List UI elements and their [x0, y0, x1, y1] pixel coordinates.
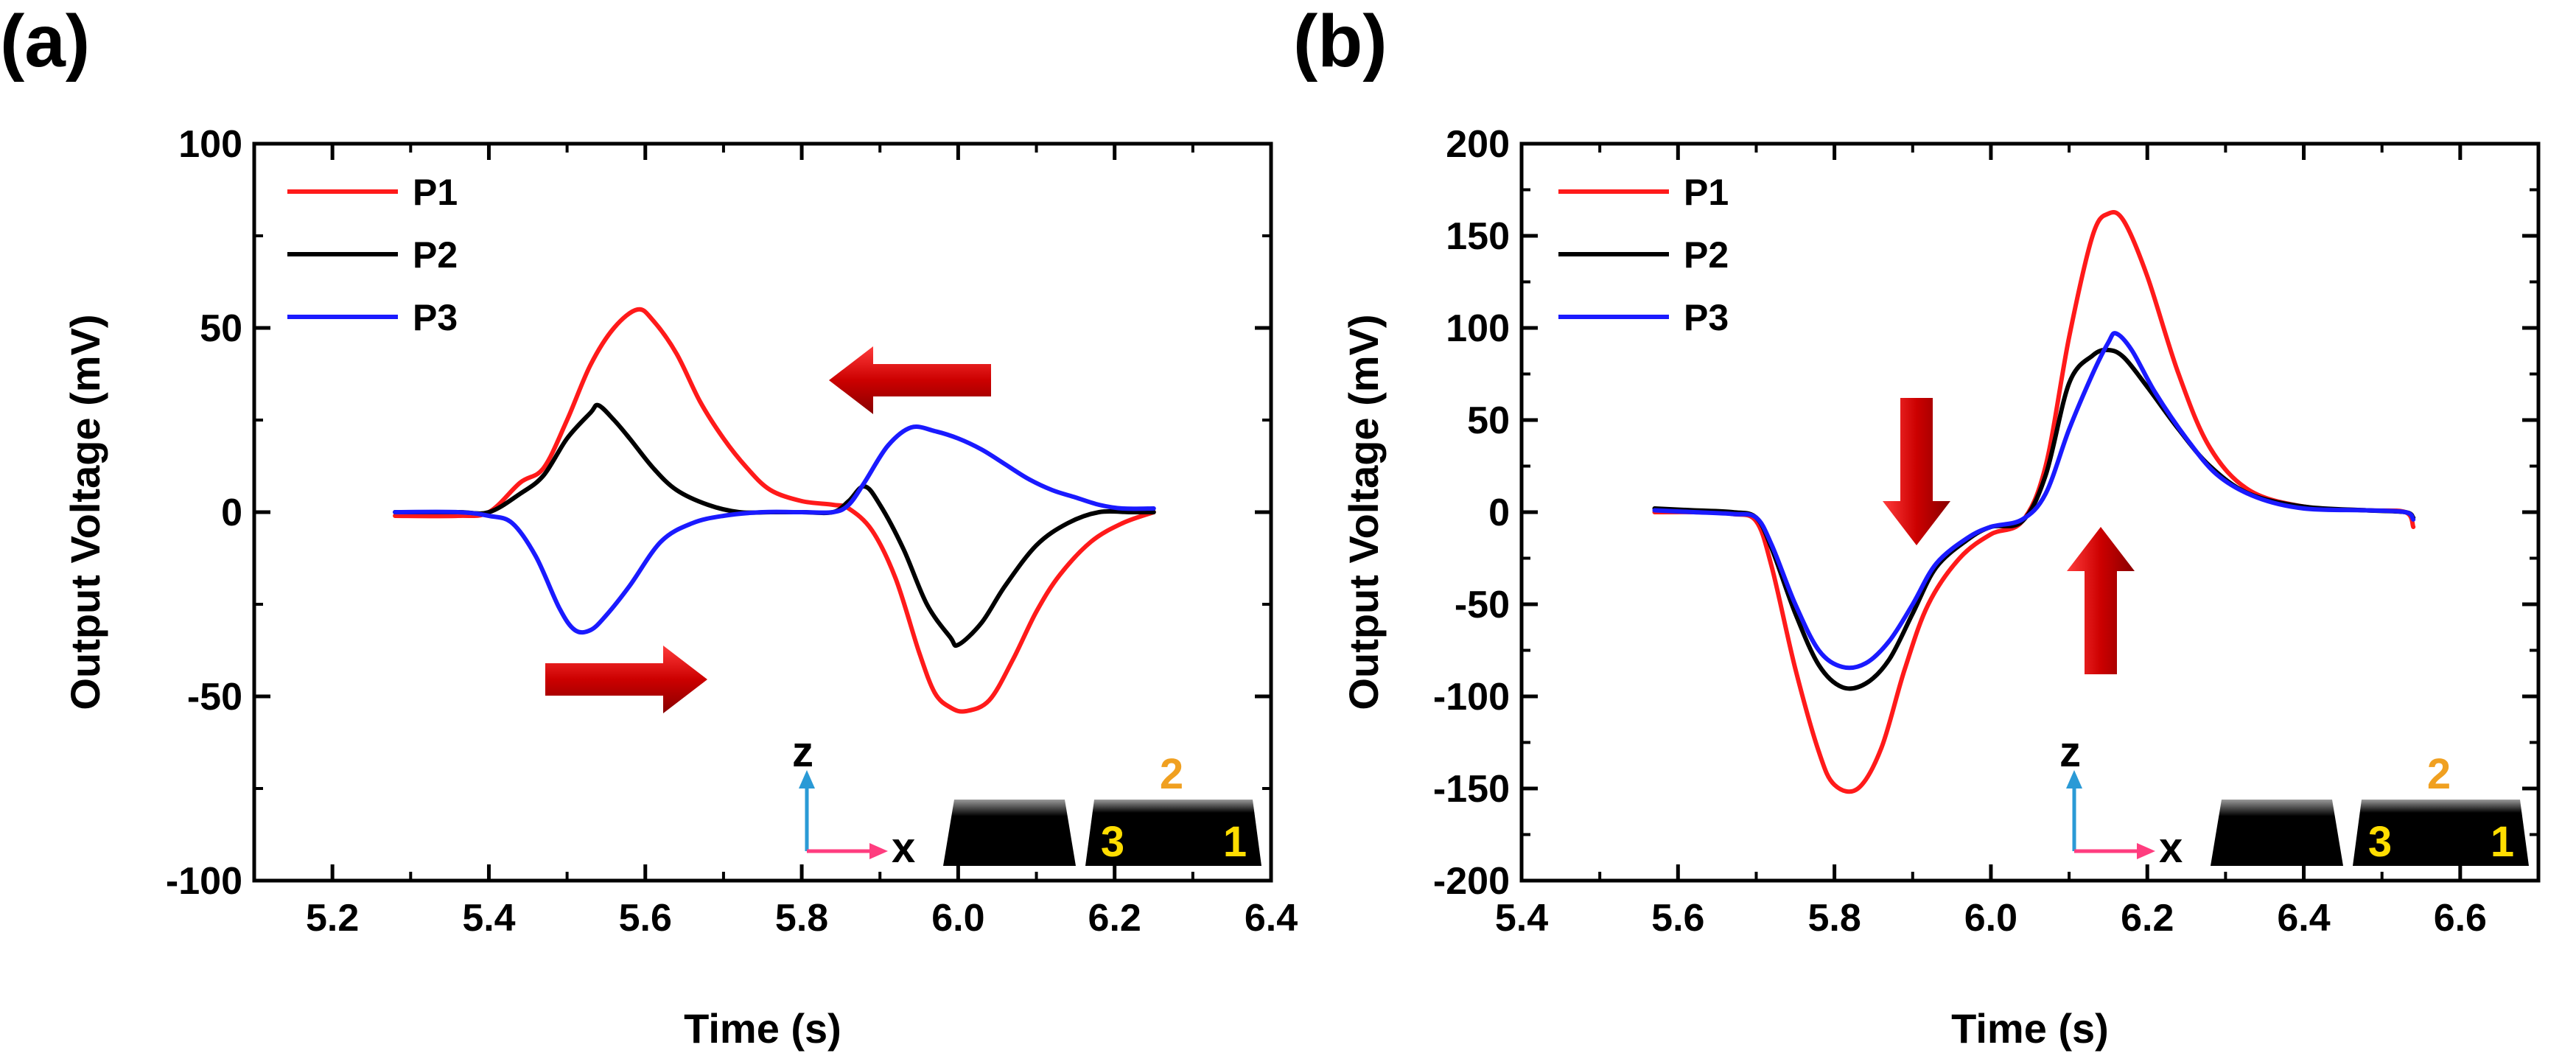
- x-axis-label-a: x: [892, 824, 915, 872]
- y-tick-label: 50: [200, 307, 242, 350]
- y-tick-label: -150: [1433, 768, 1510, 811]
- x-tick-label: 6.0: [931, 897, 984, 940]
- legend-label-p1-a: P1: [413, 172, 458, 213]
- y-tick-label: 50: [1467, 399, 1510, 442]
- legend-label-p3-a: P3: [413, 297, 458, 338]
- y-tick-label: -200: [1433, 860, 1510, 903]
- y-tick-label: -50: [187, 676, 242, 718]
- y-tick-label: 100: [1446, 307, 1510, 350]
- x-axis-arrowhead-a: [869, 843, 888, 859]
- sensor-block-b: [2353, 800, 2529, 866]
- x-tick-label: 6.4: [2277, 897, 2330, 940]
- sensor-label-2-b: 2: [2427, 750, 2451, 798]
- z-axis-arrowhead-b: [2066, 770, 2082, 788]
- arrow-down-icon: ↓: [1883, 398, 1950, 545]
- x-axis-label-b: x: [2159, 824, 2183, 872]
- x-axis-title-b: Time (s): [1951, 1005, 2109, 1052]
- y-tick-labels-b: -200 -150 -100 -50 0 50 100 150 200: [1433, 123, 1510, 903]
- legend-label-p2-b: P2: [1684, 234, 1729, 276]
- x-axis-arrowhead-b: [2137, 843, 2155, 859]
- series-line-p1-a: [393, 307, 1156, 714]
- sensor-block-a: [1085, 800, 1261, 866]
- x-tick-label: 5.4: [1495, 897, 1548, 940]
- y-tick-label: 100: [178, 123, 242, 166]
- series-line-p3-a: [393, 424, 1156, 635]
- y-tick-label: -50: [1455, 584, 1510, 626]
- series-line-p2-b: [1652, 347, 2416, 691]
- y-tick-label: -100: [1433, 676, 1510, 718]
- legend-label-p1-b: P1: [1684, 172, 1729, 213]
- x-tick-label: 5.6: [1651, 897, 1704, 940]
- legend-label-p2-a: P2: [413, 234, 458, 276]
- x-tick-label: 5.8: [1807, 897, 1861, 940]
- sensor-label-3-a: 3: [1101, 818, 1124, 866]
- moving-block-a: [943, 800, 1076, 866]
- series-lines-b: [1652, 209, 2416, 794]
- legend-b: P1 P2 P3: [1558, 172, 1729, 338]
- x-tick-label: 6.6: [2434, 897, 2487, 940]
- y-tick-label: -100: [166, 860, 242, 903]
- sensor-schematic-b: 2 3 1: [2211, 750, 2529, 866]
- y-tick-labels-a: -100 -50 0 50 100: [166, 123, 242, 903]
- chart-panel-b: (b) 5.4 5.6 5.8 6.0 6.2 6.4 6.6 -200 -150 -100 -5…: [1293, 0, 2541, 1052]
- y-axis-title-b: Output Voltage (mV): [1340, 314, 1387, 710]
- y-axis-title-a: Output Voltage (mV): [62, 314, 108, 710]
- series-line-p3-b: [1652, 331, 2416, 671]
- arrow-left-icon: ←: [829, 346, 991, 414]
- legend-a: P1 P2 P3: [287, 172, 458, 338]
- sensor-label-1-b: 1: [2491, 818, 2514, 866]
- panel-label-b: (b): [1293, 0, 1387, 83]
- coordinate-axes-inset-b: z x: [2059, 728, 2183, 872]
- y-tick-label: 0: [221, 492, 242, 534]
- panel-label-a: (a): [0, 0, 90, 83]
- x-tick-labels-b: 5.4 5.6 5.8 6.0 6.2 6.4 6.6: [1495, 897, 2487, 940]
- x-tick-label: 6.2: [1088, 897, 1141, 940]
- x-tick-label: 5.2: [306, 897, 359, 940]
- sensor-label-3-b: 3: [2368, 818, 2392, 866]
- x-tick-label: 6.4: [1245, 897, 1298, 940]
- arrow-right-icon: →: [545, 646, 707, 713]
- y-tick-label: 0: [1488, 492, 1510, 534]
- sensor-label-1-a: 1: [1223, 818, 1247, 866]
- y-tick-label: 150: [1446, 215, 1510, 258]
- y-tick-label: 200: [1446, 123, 1510, 166]
- x-tick-label: 5.6: [619, 897, 672, 940]
- x-tick-label: 5.4: [462, 897, 515, 940]
- sensor-label-2-a: 2: [1160, 750, 1183, 798]
- z-axis-label-b: z: [2059, 728, 2081, 776]
- chart-panel-a: (a) 5.2 5.4 5.6 5.8 6.0 6.2 6.4 -100-50050100 …: [0, 0, 1298, 1052]
- legend-label-p3-b: P3: [1684, 297, 1729, 338]
- moving-block-b: [2211, 800, 2343, 866]
- x-tick-label: 5.8: [775, 897, 828, 940]
- x-axis-title-a: Time (s): [684, 1005, 841, 1052]
- ticks-b: [1519, 141, 2538, 883]
- z-axis-label-a: z: [792, 728, 813, 776]
- x-tick-labels-a: 5.2 5.4 5.6 5.8 6.0 6.2 6.4: [306, 897, 1298, 940]
- coordinate-axes-inset-a: z x: [792, 728, 915, 872]
- x-tick-label: 6.0: [1964, 897, 2017, 940]
- sensor-schematic-a: 2 3 1: [943, 750, 1261, 866]
- arrow-up-icon: ↑: [2067, 527, 2135, 674]
- ticks-a: [254, 141, 1273, 883]
- x-tick-label: 6.2: [2121, 897, 2174, 940]
- z-axis-arrowhead-a: [799, 770, 815, 788]
- series-lines-a: [393, 307, 1156, 714]
